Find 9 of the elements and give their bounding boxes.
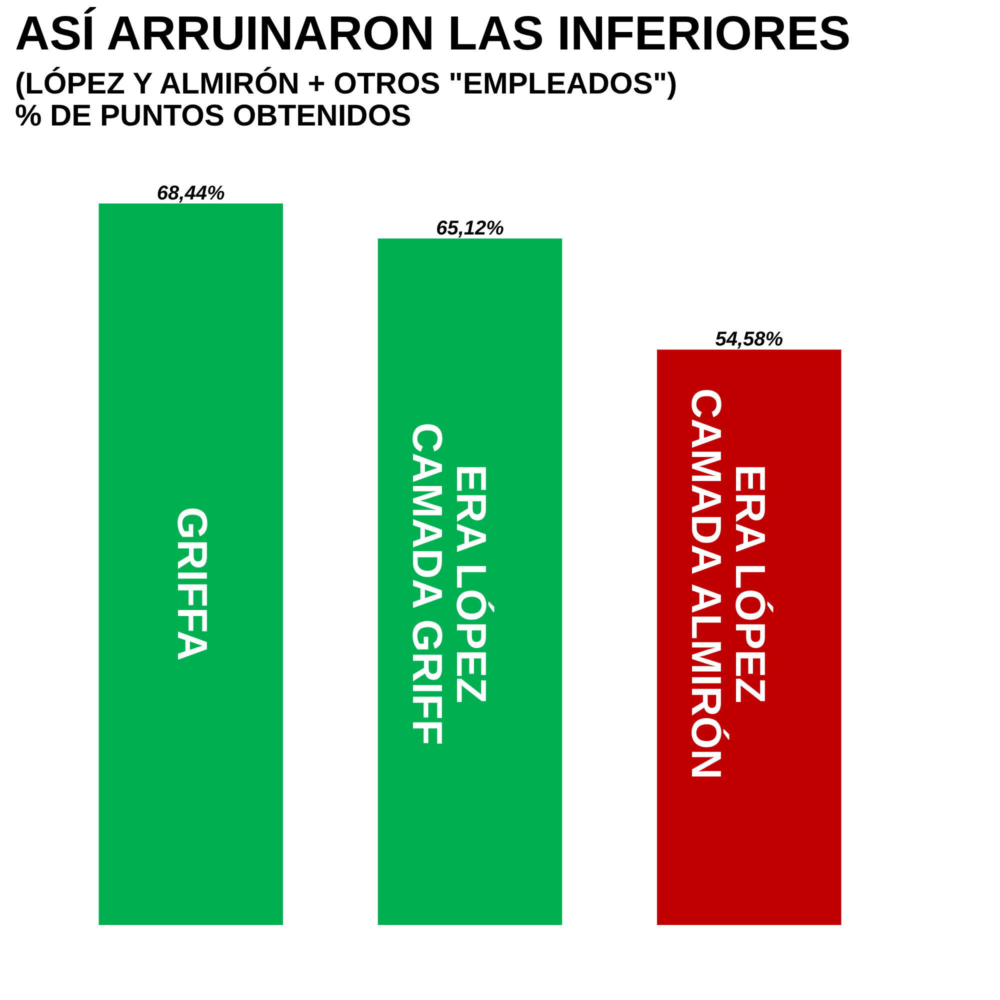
data-label: 54,58% [715, 328, 784, 351]
x-tick-label: ERA LÓPEZ CAMADA ALMIRÓN [683, 388, 774, 780]
chart-subtitle: (LÓPEZ Y ALMIRÓN + OTROS "EMPLEADOS") [15, 66, 678, 100]
chart-title: ASÍ ARRUINARON LAS INFERIORES [15, 6, 851, 60]
x-tick-label: GRIFFA [168, 506, 216, 661]
data-label: 65,12% [436, 217, 504, 240]
text: % DE PUNTOS OBTENIDOS [15, 99, 412, 132]
x-tick-label: ERA LÓPEZ CAMADA GRIFF [404, 422, 495, 746]
data-label: 68,44% [156, 182, 225, 204]
